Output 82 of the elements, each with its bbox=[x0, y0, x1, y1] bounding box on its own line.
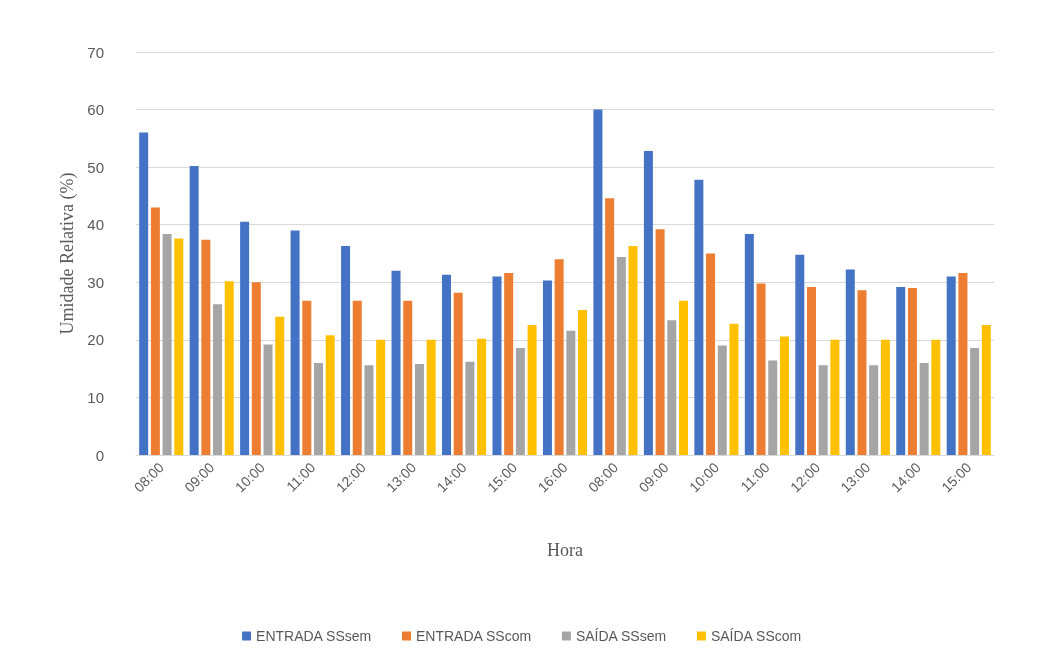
bar bbox=[779, 336, 789, 455]
bar bbox=[442, 274, 452, 455]
bar bbox=[931, 339, 941, 455]
bar bbox=[958, 273, 968, 455]
bar bbox=[706, 253, 716, 455]
bar bbox=[465, 361, 475, 455]
bar bbox=[678, 300, 688, 455]
bar bbox=[162, 233, 172, 455]
bar bbox=[970, 347, 980, 455]
bar bbox=[477, 338, 487, 455]
bar bbox=[364, 365, 374, 455]
bar bbox=[795, 254, 805, 455]
x-axis-title: Hora bbox=[547, 540, 583, 560]
bar bbox=[566, 330, 576, 455]
y-tick-label: 0 bbox=[95, 446, 104, 464]
bar bbox=[376, 339, 386, 455]
bar bbox=[818, 365, 828, 455]
bar bbox=[504, 273, 514, 455]
bar bbox=[919, 362, 929, 455]
bar bbox=[729, 323, 739, 455]
bar bbox=[694, 179, 704, 455]
bar bbox=[946, 276, 956, 455]
bar bbox=[830, 339, 840, 455]
bar bbox=[201, 239, 211, 455]
bar bbox=[290, 230, 300, 455]
legend-label: ENTRADA SScom bbox=[415, 628, 532, 644]
legend-label: SAÍDA SScom bbox=[710, 628, 802, 644]
bar bbox=[453, 292, 463, 455]
bar bbox=[213, 304, 223, 455]
bar bbox=[527, 324, 537, 455]
y-tick-label: 20 bbox=[87, 331, 104, 349]
bar bbox=[174, 238, 184, 455]
bar bbox=[314, 362, 323, 455]
bar bbox=[593, 109, 603, 455]
bar bbox=[717, 345, 727, 455]
y-tick-label: 50 bbox=[87, 158, 104, 176]
bar bbox=[857, 290, 867, 455]
bar bbox=[981, 324, 991, 455]
y-tick-label: 30 bbox=[87, 273, 104, 291]
bar bbox=[150, 207, 160, 455]
legend-label: SAÍDA SSsem bbox=[575, 628, 667, 644]
bar bbox=[768, 360, 778, 455]
bar bbox=[240, 221, 250, 455]
bar bbox=[554, 259, 564, 455]
bar bbox=[189, 165, 199, 455]
legend-label: ENTRADA SSsem bbox=[256, 628, 372, 644]
bar bbox=[578, 309, 588, 455]
bar bbox=[643, 151, 653, 455]
bar bbox=[275, 316, 285, 455]
y-axis-title: Umidade Relativa (%) bbox=[57, 172, 78, 335]
bar bbox=[224, 281, 234, 455]
bar bbox=[403, 300, 413, 455]
bar bbox=[845, 269, 855, 455]
bar bbox=[251, 282, 261, 455]
bar bbox=[542, 280, 552, 455]
y-tick-label: 40 bbox=[87, 216, 104, 234]
bar bbox=[352, 300, 362, 455]
bar bbox=[667, 320, 677, 455]
y-tick-label: 10 bbox=[87, 388, 104, 406]
bar bbox=[414, 364, 424, 455]
bar bbox=[391, 270, 401, 455]
bar bbox=[655, 229, 665, 455]
bar bbox=[896, 286, 906, 455]
bar bbox=[341, 246, 351, 455]
bar bbox=[139, 132, 149, 455]
bar bbox=[302, 300, 312, 455]
bar bbox=[744, 233, 754, 455]
bar bbox=[515, 347, 525, 455]
bar bbox=[263, 344, 273, 455]
bar bbox=[605, 198, 615, 455]
bar bbox=[807, 286, 816, 455]
bar bbox=[880, 339, 890, 455]
bar bbox=[907, 288, 917, 455]
bar bbox=[628, 246, 638, 455]
bar bbox=[756, 283, 766, 455]
y-tick-label: 70 bbox=[87, 43, 104, 61]
y-tick-label: 60 bbox=[87, 101, 104, 119]
bar bbox=[616, 256, 626, 455]
bar bbox=[325, 335, 335, 455]
bar bbox=[426, 339, 436, 455]
bar bbox=[869, 365, 879, 455]
bar bbox=[492, 276, 502, 455]
